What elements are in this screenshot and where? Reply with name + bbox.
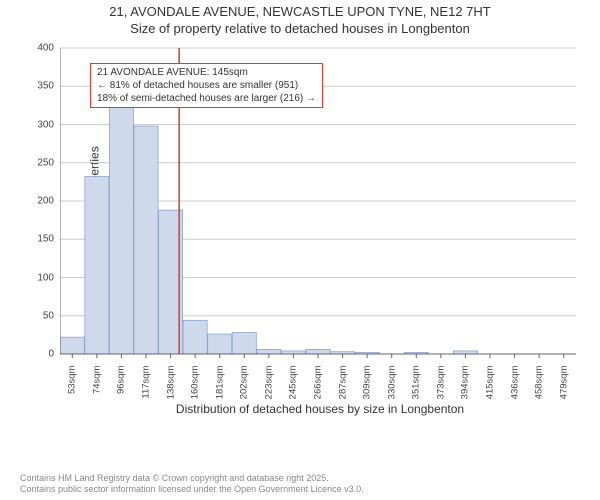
bar (257, 349, 281, 354)
callout-line-3: 18% of semi-detached houses are larger (… (97, 92, 316, 105)
chart-area: Number of detached properties 0501001502… (60, 44, 580, 414)
x-tick-label: 53sqm (67, 366, 78, 416)
y-tick-label: 100 (37, 272, 60, 283)
chart-container: 21, AVONDALE AVENUE, NEWCASTLE UPON TYNE… (0, 0, 600, 500)
title-block: 21, AVONDALE AVENUE, NEWCASTLE UPON TYNE… (0, 0, 600, 38)
y-tick-label: 400 (37, 43, 60, 54)
x-tick-label: 74sqm (91, 366, 102, 416)
callout-box: 21 AVONDALE AVENUE: 145sqm ← 81% of deta… (90, 63, 323, 108)
x-axis-label: Distribution of detached houses by size … (176, 402, 464, 416)
bar (208, 334, 232, 354)
footer-line-1: Contains HM Land Registry data © Crown c… (20, 473, 364, 485)
y-tick-label: 300 (37, 119, 60, 130)
title-line-1: 21, AVONDALE AVENUE, NEWCASTLE UPON TYNE… (0, 4, 600, 21)
y-tick-label: 50 (43, 310, 60, 321)
bar (109, 104, 133, 354)
bar (183, 320, 207, 354)
x-tick-label: 117sqm (141, 366, 152, 416)
footer: Contains HM Land Registry data © Crown c… (20, 473, 364, 496)
callout-line-2: ← 81% of detached houses are smaller (95… (97, 79, 316, 92)
title-line-2: Size of property relative to detached ho… (0, 21, 600, 38)
x-tick-label: 436sqm (509, 366, 520, 416)
footer-line-2: Contains public sector information licen… (20, 484, 364, 496)
y-tick-label: 200 (37, 196, 60, 207)
bar (85, 177, 109, 354)
y-tick-label: 150 (37, 234, 60, 245)
x-tick-label: 458sqm (534, 366, 545, 416)
y-tick-label: 350 (37, 81, 60, 92)
x-tick-label: 415sqm (485, 366, 496, 416)
x-tick-label: 479sqm (558, 366, 569, 416)
y-tick-label: 250 (37, 157, 60, 168)
x-tick-label: 138sqm (165, 366, 176, 416)
x-tick-label: 96sqm (116, 366, 127, 416)
bar (306, 349, 330, 354)
bar (232, 333, 256, 354)
y-tick-label: 0 (48, 349, 60, 360)
bar (134, 126, 158, 354)
callout-line-1: 21 AVONDALE AVENUE: 145sqm (97, 66, 316, 79)
bar (60, 337, 84, 354)
